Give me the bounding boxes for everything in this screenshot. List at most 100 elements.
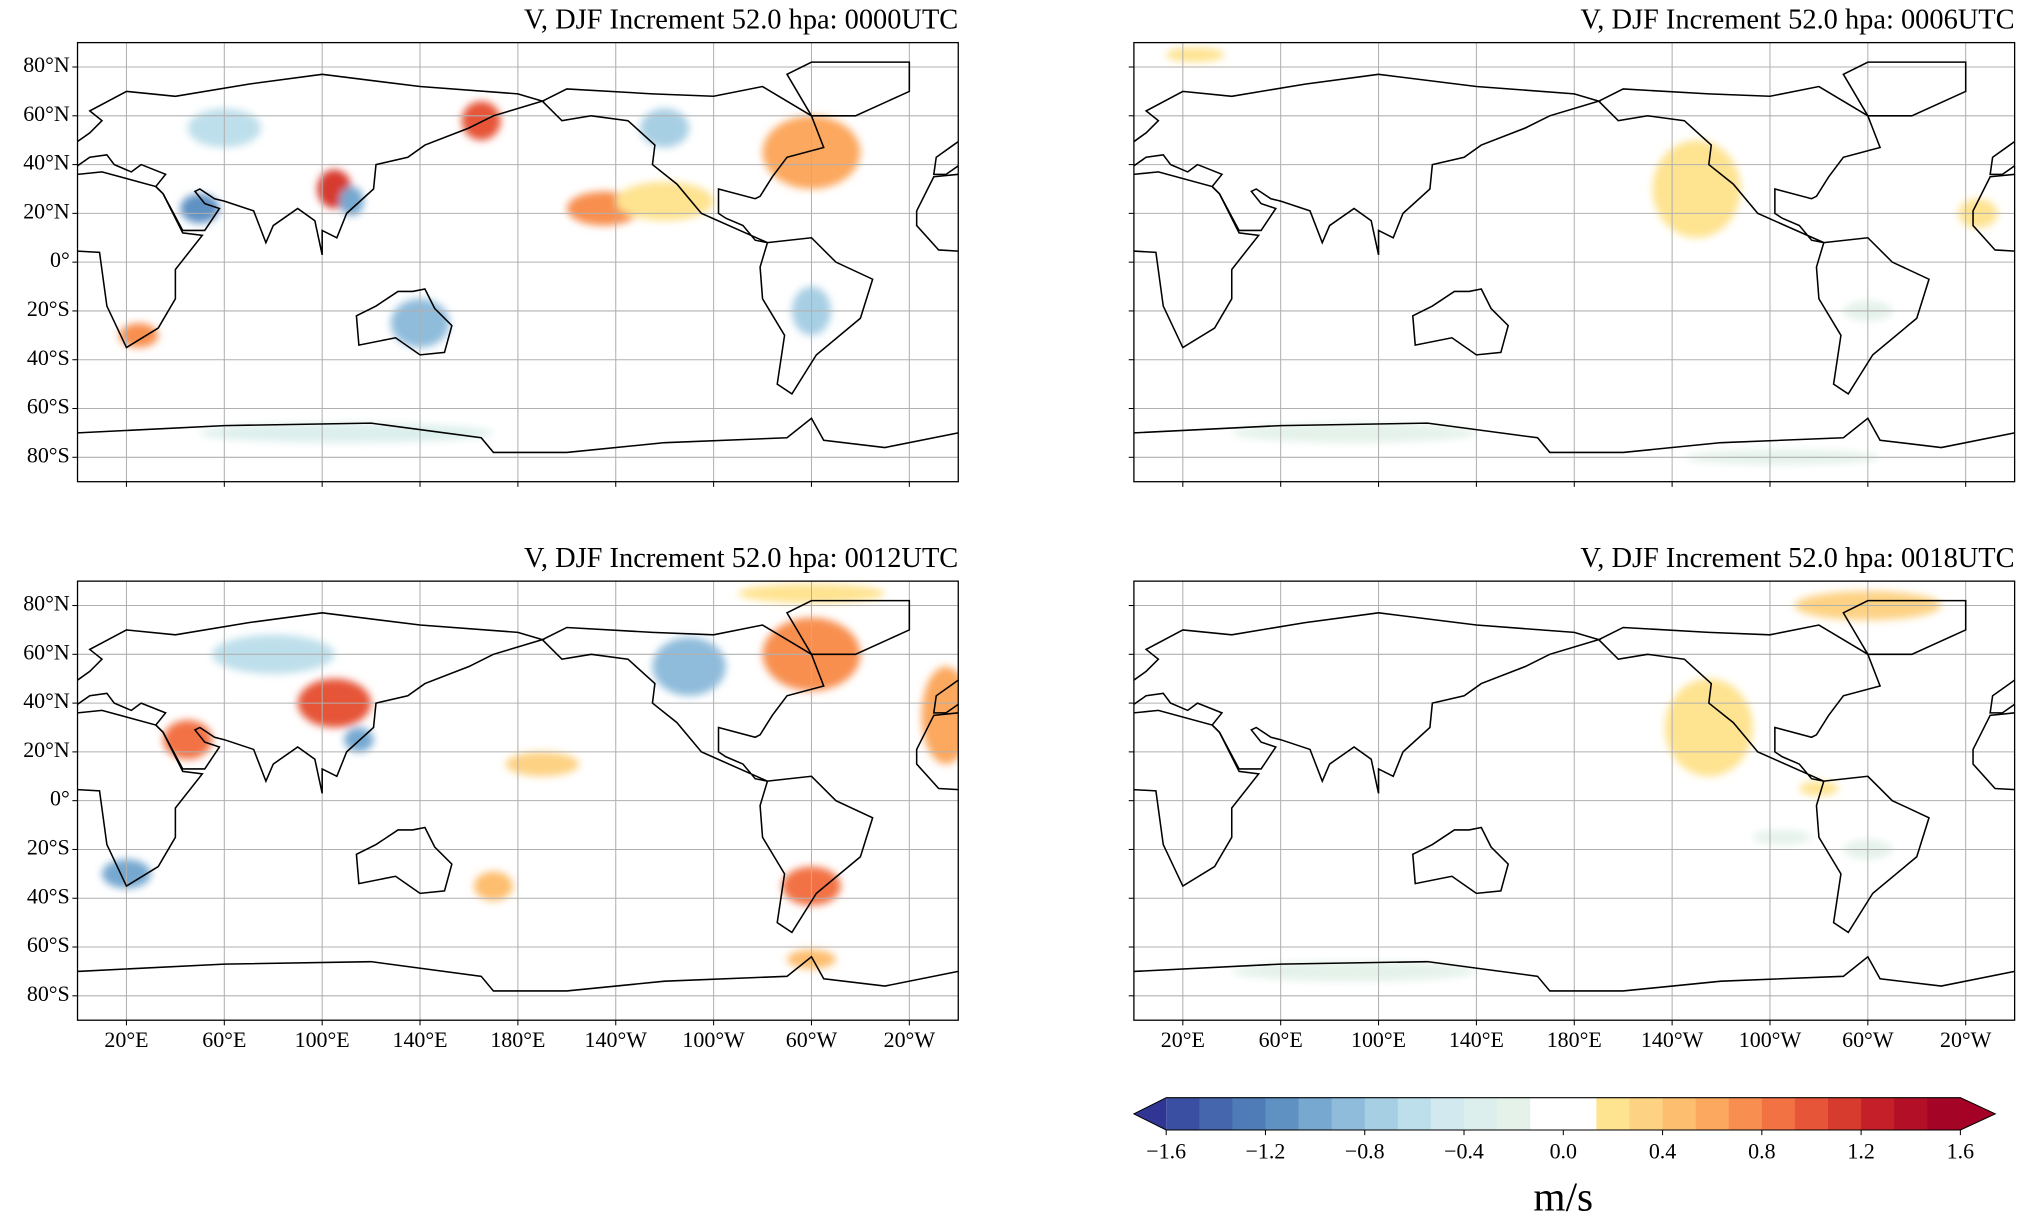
y-tick-label: 40°S xyxy=(27,883,70,908)
colorbar-tick-label: 0.0 xyxy=(1550,1138,1577,1163)
y-tick-label: 80°S xyxy=(27,442,70,467)
colorbar-tick-label: 1.2 xyxy=(1847,1138,1874,1163)
colorbar-segment xyxy=(1397,1097,1432,1130)
coastline xyxy=(1597,624,1882,782)
increment-patch xyxy=(1752,829,1812,845)
x-tick-label: 140°E xyxy=(392,1027,447,1052)
coastline xyxy=(1668,601,1790,655)
coastline xyxy=(77,417,959,454)
increment-patch xyxy=(640,108,690,148)
y-tick-label: 60°S xyxy=(27,932,70,957)
y-tick-label: 0° xyxy=(50,786,70,811)
y-tick-label: 40°N xyxy=(23,150,70,175)
colorbar-segment xyxy=(1232,1097,1267,1130)
map-frame xyxy=(1133,580,2016,1021)
colorbar-segment xyxy=(1761,1097,1796,1130)
colorbar-tick-label: −0.4 xyxy=(1444,1138,1484,1163)
colorbar-tick-label: −1.6 xyxy=(1146,1138,1186,1163)
map-content xyxy=(532,581,2015,1021)
panel-title: V, DJF Increment 52.0 hpa: 0012UTC xyxy=(524,543,958,574)
increment-patch xyxy=(505,751,580,777)
coastline xyxy=(1815,236,1930,395)
increment-patch xyxy=(1231,961,1477,982)
x-tick-label: 20°W xyxy=(884,1027,936,1052)
coastline xyxy=(1815,775,1930,934)
map-frame xyxy=(76,41,959,483)
coastline xyxy=(1133,612,1602,794)
colorbar-segment xyxy=(1331,1097,1366,1130)
colorbar-segment xyxy=(1563,1097,1598,1130)
coastline xyxy=(1133,955,2015,992)
map-frame xyxy=(1133,41,2016,483)
colorbar-segment xyxy=(1497,1097,1531,1130)
map-content xyxy=(936,42,2015,482)
x-tick-label: 60°W xyxy=(786,1027,838,1052)
increment-field xyxy=(1165,47,1998,465)
increment-patch xyxy=(461,101,501,141)
coastline xyxy=(355,288,453,356)
coastline xyxy=(963,601,1085,655)
coastline xyxy=(759,236,874,395)
increment-field xyxy=(119,101,861,443)
coastline xyxy=(532,828,627,894)
panel-title: V, DJF Increment 52.0 hpa: 0006UTC xyxy=(1580,4,2014,35)
colorbar-segment xyxy=(1530,1097,1564,1130)
colorbar-segment xyxy=(1894,1097,1928,1130)
x-tick-label: 100°W xyxy=(682,1027,745,1052)
colorbar-tick-label: 1.6 xyxy=(1947,1138,1974,1163)
colorbar-segment xyxy=(1695,1097,1730,1130)
coastline xyxy=(759,775,874,934)
map-frame xyxy=(76,580,959,1021)
colorbar-segment xyxy=(1927,1097,1962,1130)
x-tick-label: 20°E xyxy=(1161,1027,1205,1052)
y-tick-label: 20°N xyxy=(23,737,70,762)
coastline xyxy=(1842,599,1967,656)
increment-patch xyxy=(1165,47,1225,63)
coastline xyxy=(1411,288,1510,356)
y-tick-label: 80°N xyxy=(23,52,70,77)
x-tick-label: 180°E xyxy=(490,1027,545,1052)
coastline xyxy=(1597,85,1882,244)
colorbar-segment xyxy=(1728,1097,1763,1130)
colorbar-segment xyxy=(1629,1097,1664,1130)
coastline xyxy=(1133,417,2015,454)
y-tick-label: 80°S xyxy=(27,981,70,1006)
x-tick-label: 140°W xyxy=(1641,1027,1704,1052)
coastline xyxy=(936,238,1049,394)
coastline xyxy=(963,62,1085,116)
increment-patch xyxy=(339,186,364,216)
y-tick-label: 80°N xyxy=(23,591,70,616)
y-tick-label: 20°S xyxy=(27,834,70,859)
increment-patch xyxy=(652,637,726,696)
colorbar-segment xyxy=(1464,1097,1498,1130)
increment-patch xyxy=(1231,423,1477,443)
colorbar-segment xyxy=(1166,1097,1200,1130)
colorbar-label: m/s xyxy=(1533,1173,1593,1219)
panel-title: V, DJF Increment 52.0 hpa: 0018UTC xyxy=(1580,543,2014,574)
map-content xyxy=(77,581,1790,1021)
increment-patch xyxy=(615,181,714,221)
coastline xyxy=(77,709,204,888)
increment-patch xyxy=(163,720,213,760)
colorbar-segment xyxy=(1364,1097,1399,1130)
y-tick-label: 40°S xyxy=(27,345,70,370)
map-panel: V, DJF Increment 52.0 hpa: 0006UTC xyxy=(936,4,2016,487)
colorbar-segment xyxy=(1861,1097,1895,1130)
increment-patch xyxy=(180,193,220,224)
coastline xyxy=(1237,289,1332,355)
colorbar: −1.6 −1.2 −0.8 −0.4 0.0 0.4 0.8 1.2 1.6 m/s xyxy=(1132,1097,1997,1219)
coastline xyxy=(1133,709,1261,888)
coastline xyxy=(77,73,546,255)
coastline xyxy=(1411,826,1510,895)
coastline xyxy=(77,612,546,794)
y-tick-label: 60°S xyxy=(27,394,70,419)
y-tick-label: 60°N xyxy=(23,101,70,126)
x-tick-label: 60°W xyxy=(1842,1027,1894,1052)
coastline xyxy=(1133,73,1602,255)
increment-patch xyxy=(921,666,959,765)
colorbar-extend-high xyxy=(1960,1097,1996,1130)
coastline xyxy=(77,955,959,992)
x-tick-label: 60°E xyxy=(202,1027,246,1052)
coastline xyxy=(541,85,825,244)
